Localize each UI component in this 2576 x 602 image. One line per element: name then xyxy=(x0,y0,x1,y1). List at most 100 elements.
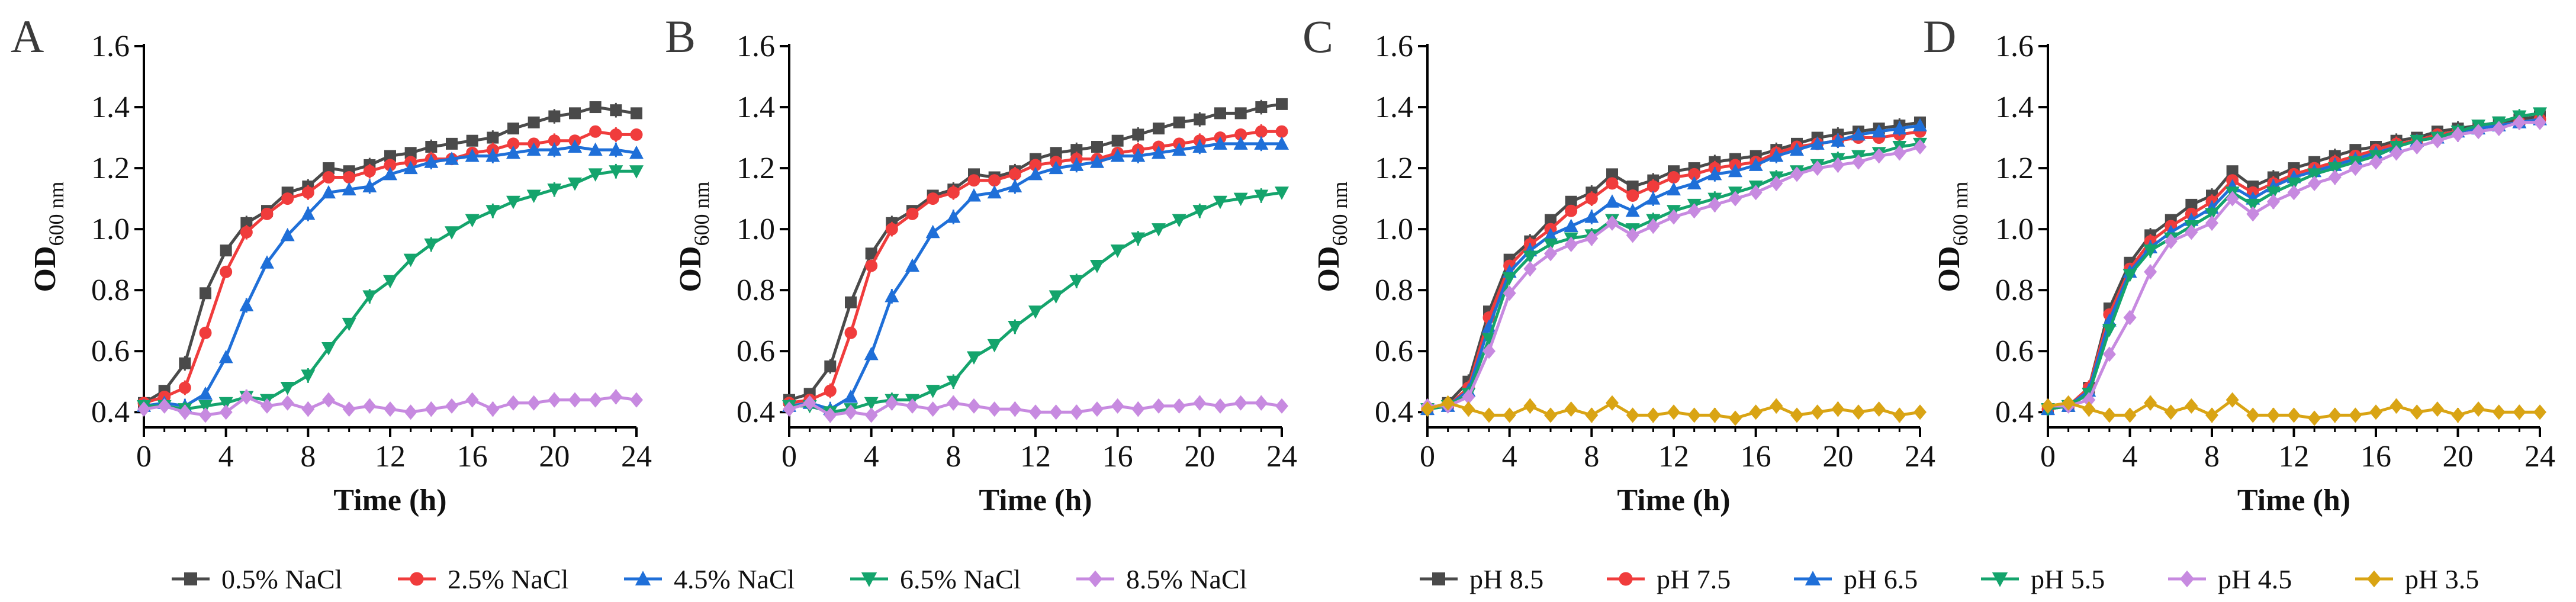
data-point xyxy=(2410,139,2424,155)
data-point xyxy=(403,160,418,175)
data-point xyxy=(631,107,642,120)
legend-label: pH 6.5 xyxy=(1844,564,1918,594)
data-point xyxy=(1770,175,1783,191)
data-point xyxy=(280,382,295,395)
series-ph-4-5 xyxy=(2041,114,2546,414)
data-point xyxy=(2246,206,2260,222)
data-point xyxy=(2328,169,2342,185)
data-point xyxy=(363,165,376,178)
x-tick-label: 12 xyxy=(375,440,406,474)
data-point xyxy=(1213,136,1227,150)
data-point xyxy=(2102,324,2117,337)
data-point xyxy=(925,224,940,239)
x-tick-label: 20 xyxy=(1184,440,1215,474)
y-tick-label: 0.8 xyxy=(737,273,775,307)
y-tick-label: 1.6 xyxy=(1995,30,2034,63)
data-point xyxy=(1584,210,1599,223)
data-point xyxy=(198,386,213,400)
data-point xyxy=(1646,218,1660,234)
data-point xyxy=(2144,264,2157,280)
x-tick-label: 20 xyxy=(1822,440,1853,474)
x-tick-label: 8 xyxy=(946,440,961,474)
data-point xyxy=(2185,224,2198,240)
data-point xyxy=(321,185,336,199)
series-ph-8-5 xyxy=(1422,116,1926,416)
data-point xyxy=(384,401,397,417)
data-point xyxy=(281,192,294,205)
data-point xyxy=(240,389,253,405)
data-point xyxy=(568,139,582,153)
legend-item: pH 7.5 xyxy=(1607,564,1731,594)
data-point xyxy=(588,142,603,156)
data-point xyxy=(1091,401,1104,417)
data-point xyxy=(2185,398,2198,414)
x-axis-title: Time (h) xyxy=(979,484,1092,517)
data-point xyxy=(1625,203,1640,217)
legend-marker xyxy=(1088,570,1103,588)
data-point xyxy=(824,407,837,423)
legend-item: pH 6.5 xyxy=(1794,564,1918,594)
data-point xyxy=(988,401,1001,417)
y-axis-title: OD600 nm xyxy=(28,181,68,292)
data-point xyxy=(1543,238,1558,252)
data-point xyxy=(2266,407,2280,423)
panel-letter: A xyxy=(11,11,44,62)
y-tick-label: 1.0 xyxy=(1995,213,2034,246)
data-point xyxy=(1152,223,1166,237)
data-point xyxy=(1482,333,1496,347)
data-point xyxy=(1729,410,1742,426)
data-point xyxy=(1462,401,1475,417)
data-point xyxy=(588,168,603,182)
data-point xyxy=(485,148,500,162)
y-tick-label: 1.6 xyxy=(91,30,130,63)
series-ph-3-5 xyxy=(1421,395,1927,426)
data-point xyxy=(1070,404,1083,420)
data-point xyxy=(610,104,622,117)
data-point xyxy=(2430,133,2444,149)
data-point xyxy=(220,265,233,278)
data-point xyxy=(2164,233,2178,249)
data-point xyxy=(487,131,499,144)
data-point xyxy=(1606,395,1619,411)
panel-d: D 0.4 0.6 0.8 1.0 1.2 1.4 1.6 0 4 8 12 16 20 24 Time (h… xyxy=(1923,11,2555,517)
data-point xyxy=(548,134,561,147)
data-point xyxy=(1893,407,1906,423)
series-8-5-nacl xyxy=(783,395,1288,423)
data-point xyxy=(1564,218,1578,232)
data-point xyxy=(1172,142,1186,156)
data-point xyxy=(1606,177,1619,190)
data-point xyxy=(946,375,961,389)
x-tick-label: 20 xyxy=(2443,440,2474,474)
data-point xyxy=(1564,236,1578,252)
x-tick-label: 16 xyxy=(2360,440,2391,474)
data-point xyxy=(1707,166,1722,181)
data-point xyxy=(1276,98,1288,110)
data-point xyxy=(2430,401,2444,417)
data-point xyxy=(2308,410,2321,426)
data-point xyxy=(343,171,356,184)
data-point xyxy=(2492,121,2506,137)
data-point xyxy=(1173,116,1185,128)
data-point xyxy=(1049,404,1063,420)
data-point xyxy=(1029,404,1042,420)
data-point xyxy=(1790,166,1803,182)
data-point xyxy=(629,165,644,179)
legend-marker xyxy=(184,572,197,585)
data-point xyxy=(485,205,500,218)
data-point xyxy=(1708,407,1722,423)
data-point xyxy=(1214,107,1226,120)
data-point xyxy=(1482,343,1496,359)
data-point xyxy=(1748,157,1763,171)
data-point xyxy=(1502,272,1517,286)
data-point xyxy=(946,210,961,223)
data-point xyxy=(342,182,356,196)
data-point xyxy=(1667,182,1681,196)
series-ph-8-5 xyxy=(2042,110,2546,416)
data-point xyxy=(137,401,150,417)
data-point xyxy=(445,152,459,165)
y-axis-title: OD600 nm xyxy=(1932,181,1972,292)
data-point xyxy=(1852,404,1865,420)
data-point xyxy=(1192,139,1207,153)
data-point xyxy=(1110,244,1125,258)
data-point xyxy=(1131,148,1146,162)
